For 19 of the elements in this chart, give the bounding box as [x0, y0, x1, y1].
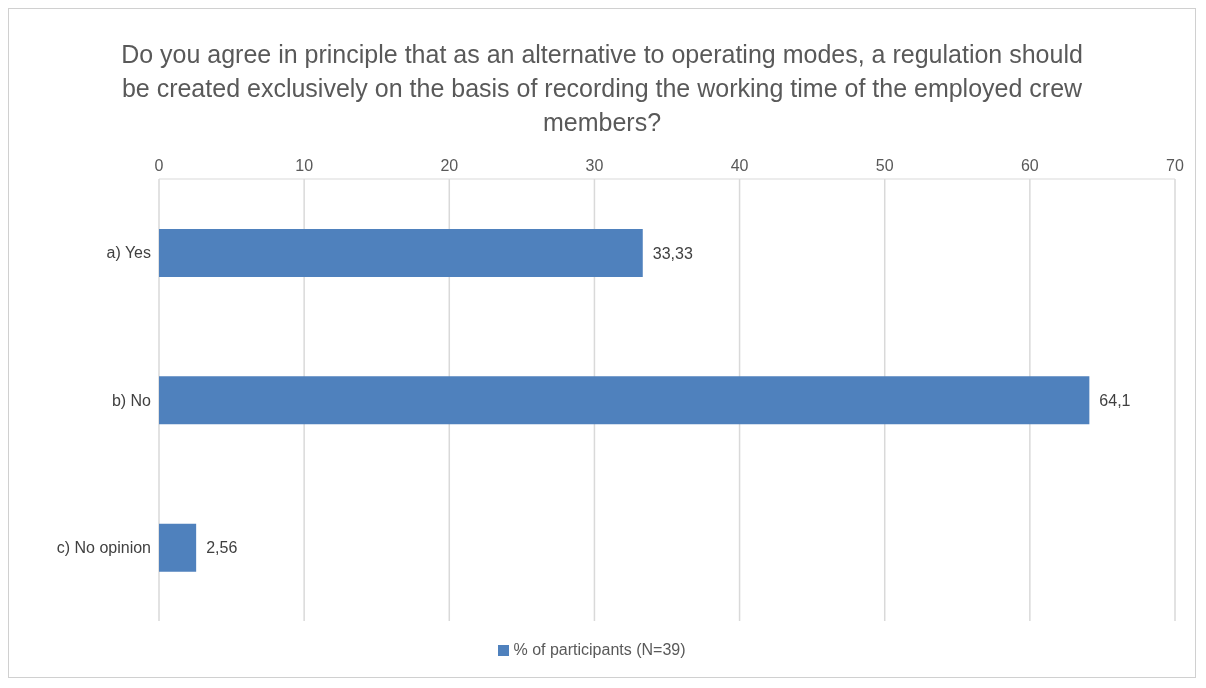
bar — [159, 523, 197, 572]
x-tick-label: 70 — [1166, 157, 1184, 174]
data-label: 64,1 — [1099, 392, 1131, 410]
x-tick-label: 60 — [1020, 157, 1039, 174]
x-tick-label: 10 — [295, 157, 314, 174]
y-tick-label: c) No opinion — [56, 539, 151, 557]
bar — [159, 229, 643, 277]
data-label: 33,33 — [652, 244, 693, 262]
bar — [159, 376, 1090, 425]
x-tick-label: 0 — [154, 157, 164, 174]
y-tick-label: a) Yes — [106, 244, 151, 262]
x-tick-label: 30 — [585, 157, 604, 174]
x-tick-label: 50 — [875, 157, 894, 174]
legend-label: % of participants (N=39) — [513, 641, 686, 658]
y-tick-label: b) No — [111, 391, 152, 409]
data-label: 2,56 — [206, 539, 238, 557]
chart-title: Do you agree in principle that as an alternative to operating modes, a regulation should be created exclusively on the basis of recording the working time of the employed crew members? — [120, 39, 1084, 138]
x-tick-label: 20 — [440, 157, 459, 174]
x-tick-label: 40 — [730, 157, 749, 174]
